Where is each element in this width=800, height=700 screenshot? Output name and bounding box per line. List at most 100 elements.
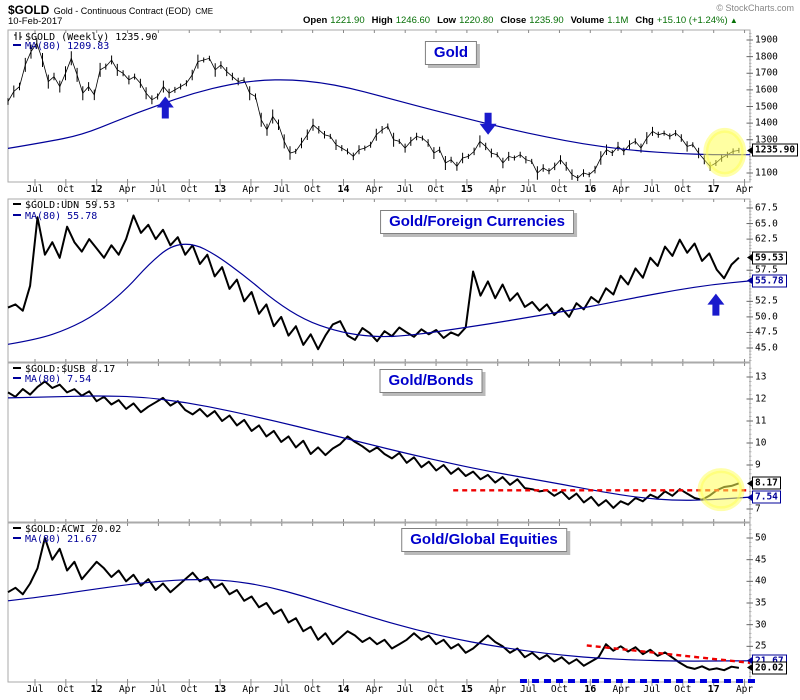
chart-header: $GOLD Gold - Continuous Contract (EOD) C… (8, 1, 213, 19)
chart-date: 10-Feb-2017 (8, 16, 63, 27)
panel-title-gold-foreign-currencies: Gold/Foreign Currencies (380, 210, 574, 234)
x-axis-label: Apr (365, 684, 383, 695)
x-axis-label: 15 (460, 684, 473, 695)
quote-label: High (371, 15, 393, 26)
price-line-swatch (13, 526, 21, 529)
y-axis-label: 1900 (755, 34, 778, 46)
panel-legend-ma: MA(80) 21.67 (13, 535, 97, 545)
x-axis-label: 13 (214, 184, 227, 195)
panel-gold-global-equities (7, 522, 756, 686)
panel-legend-ma: MA(80) 55.78 (13, 211, 97, 222)
y-axis-label: 45 (755, 554, 767, 566)
down-arrow-icon (479, 112, 497, 135)
x-axis-label: Apr (242, 184, 260, 195)
highlight-ellipse (697, 468, 745, 512)
panel-legend-price: $GOLD:UDN 59.53 (13, 201, 115, 211)
y-axis-label: 30 (755, 619, 767, 631)
x-axis-label: Jul (273, 684, 291, 695)
quote-value: +15.10 (+1.24%) (656, 15, 728, 26)
quote-label: Close (500, 15, 527, 26)
x-axis-label: Oct (304, 684, 322, 695)
x-axis-label: Oct (674, 184, 692, 195)
quote-label: Chg (635, 15, 654, 26)
x-axis-label: 12 (90, 184, 103, 195)
panel-gold-foreign-currencies (7, 198, 753, 363)
y-axis-label: 47.5 (755, 326, 778, 338)
x-axis-label: 16 (584, 684, 597, 695)
ohlc-style-icon (14, 32, 22, 40)
x-axis-label: Apr (118, 184, 137, 195)
x-axis-label: Jul (396, 684, 414, 695)
ma-series-line (7, 79, 750, 156)
x-axis-label: Apr (612, 684, 630, 695)
x-axis-label: Oct (57, 184, 75, 195)
quote-value: 1246.60 (395, 15, 431, 26)
quote-value: 1235.90 (529, 15, 564, 26)
symbol: $GOLD (8, 3, 50, 17)
ma-series-line (7, 395, 751, 501)
panel-title-gold: Gold (424, 41, 478, 65)
x-axis-label: Jul (149, 184, 167, 195)
x-axis-label: Oct (180, 684, 198, 695)
x-axis-label: Jul (643, 184, 661, 195)
y-axis-label: 57.5 (755, 264, 778, 276)
y-axis-label: 1500 (755, 101, 778, 112)
panel-title-gold-global-equities: Gold/Global Equities (401, 528, 567, 552)
x-axis-label: 13 (214, 684, 227, 695)
y-axis-label: 45.0 (755, 342, 778, 354)
highlight-ellipse (703, 127, 747, 177)
x-axis-label: Jul (396, 184, 414, 195)
x-axis-label: Oct (674, 684, 692, 695)
up-arrow-icon (156, 96, 174, 119)
x-axis-label: Apr (735, 684, 754, 695)
ma-callout: 7.54 (752, 490, 781, 504)
x-axis-label: Apr (612, 184, 630, 195)
ma-line-swatch (13, 537, 21, 539)
y-axis-label: 65.0 (755, 218, 778, 230)
price-series-line (7, 214, 740, 351)
x-axis-label: 16 (584, 184, 597, 195)
price-callout: 59.53 (752, 251, 787, 265)
panel-gold-bonds (7, 362, 753, 523)
price-callout: 20.02 (752, 661, 787, 675)
panel-frame (7, 29, 751, 183)
y-axis-label: 52.5 (755, 295, 778, 307)
y-axis-label: 67.5 (755, 202, 778, 214)
price-callout: 8.17 (752, 476, 781, 490)
panel-legend-ma: MA(80) 7.54 (13, 375, 91, 385)
x-axis-label: Jul (26, 684, 44, 695)
x-axis-label: Oct (550, 684, 569, 695)
quote-value: 1221.90 (330, 15, 365, 26)
x-axis-label: Jul (26, 184, 44, 195)
stockcharts-credit: © StockCharts.com (716, 3, 794, 13)
y-axis-label: 1400 (755, 117, 778, 129)
panel-legend-price: $GOLD (Weekly) 1235.90 (13, 31, 157, 43)
price-series-line (7, 537, 740, 672)
up-arrow-icon (707, 293, 725, 316)
x-axis-label: Apr (735, 184, 754, 195)
x-axis-label: Apr (118, 684, 137, 695)
y-axis-label: 1700 (755, 67, 778, 79)
y-axis-label: 9 (755, 459, 761, 471)
x-axis-label: Apr (489, 684, 507, 695)
x-axis-label: 17 (707, 684, 720, 695)
x-axis-label: Jul (643, 684, 661, 695)
exchange-label: CME (195, 7, 214, 16)
price-series-line (7, 380, 740, 509)
x-axis-label: 15 (460, 184, 473, 195)
y-axis-label: 1100 (755, 167, 778, 179)
price-series-bars (7, 38, 740, 181)
y-axis-label: 40 (755, 575, 767, 587)
x-axis-label: Oct (180, 184, 198, 195)
quote-value: 1220.80 (459, 15, 494, 26)
y-axis-label: 11 (755, 415, 767, 427)
ma-callout: 55.78 (752, 274, 787, 288)
quote-label: Low (437, 15, 457, 26)
quote-label: Volume (570, 15, 605, 26)
x-axis-label: Jul (520, 184, 538, 195)
x-axis-label: Apr (489, 184, 507, 195)
price-line-swatch (13, 203, 21, 205)
x-axis-label: Apr (242, 684, 260, 695)
ma-line-swatch (13, 213, 21, 216)
